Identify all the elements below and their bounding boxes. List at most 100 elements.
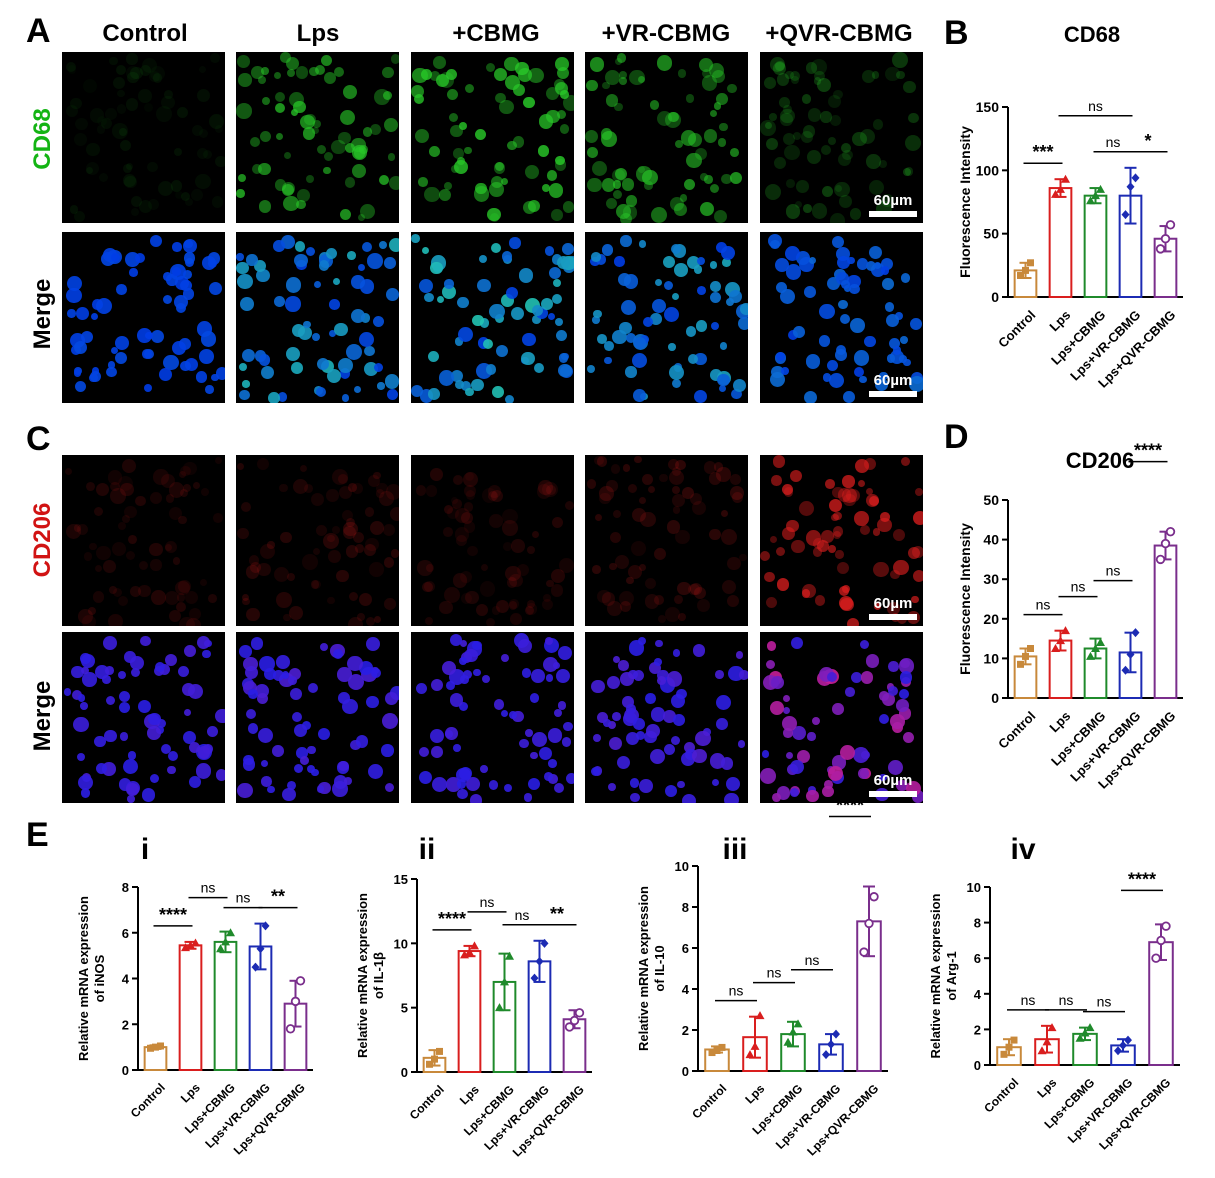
cell-blob: [463, 520, 476, 533]
cell-blob: [760, 120, 776, 136]
cell-blob: [908, 547, 921, 560]
cell-blob: [418, 771, 432, 785]
cell-blob: [803, 204, 812, 214]
cell-blob: [195, 173, 211, 190]
cell-blob: [130, 195, 143, 208]
cell-blob: [141, 788, 156, 802]
cell-blob: [512, 710, 525, 723]
cell-blob: [252, 164, 263, 175]
cell-blob: [311, 332, 320, 341]
y-axis-label: Relative mRNA expressionof iNOS: [76, 896, 107, 1061]
cell-blob: [117, 475, 134, 492]
x-category-label: Lps: [1046, 307, 1073, 334]
significance-label: ns: [515, 907, 530, 923]
cell-blob: [357, 613, 365, 621]
cell-blob: [480, 765, 488, 773]
cell-blob: [112, 541, 126, 556]
cell-blob: [454, 527, 470, 542]
cell-blob: [208, 281, 222, 295]
cell-blob: [799, 500, 815, 516]
cell-blob: [65, 523, 82, 540]
cell-blob: [903, 80, 916, 94]
cell-blob: [638, 496, 647, 505]
cell-blob: [129, 268, 138, 277]
cell-blob: [528, 777, 541, 790]
y-axis-label-line: of IL-10: [652, 945, 667, 991]
data-point: [1056, 636, 1065, 645]
cell-blob: [73, 210, 85, 222]
cell-blob: [196, 89, 210, 103]
cell-blob: [528, 67, 544, 84]
data-point: [822, 1050, 830, 1060]
cell-blob: [82, 672, 97, 687]
cell-blob: [424, 616, 434, 626]
cell-blob: [316, 144, 327, 154]
cell-blob: [782, 132, 796, 146]
cell-blob: [666, 520, 681, 534]
cell-blob: [642, 474, 654, 486]
cell-blob: [560, 90, 570, 100]
cell-blob: [715, 694, 731, 710]
cell-blob: [457, 788, 468, 800]
cell-blob: [237, 54, 251, 68]
cell-blob: [687, 353, 699, 365]
cell-blob: [912, 511, 923, 526]
cell-blob: [66, 287, 82, 303]
cell-blob: [198, 65, 207, 74]
cell-blob: [885, 66, 900, 82]
micrograph-r4-c2: [236, 632, 399, 803]
micrograph-r2-c3: [411, 232, 574, 403]
data-point: [1000, 1050, 1008, 1058]
cell-blob: [899, 355, 907, 363]
cell-blob: [183, 252, 196, 264]
cell-blob: [248, 689, 259, 700]
cell-blob: [428, 388, 440, 400]
cell-blob: [511, 539, 525, 553]
cell-blob: [879, 713, 890, 724]
cell-blob: [663, 280, 674, 291]
cell-blob: [541, 183, 551, 192]
cell-blob: [544, 637, 553, 646]
cell-blob: [129, 655, 145, 671]
cell-blob: [260, 130, 272, 142]
cell-blob: [309, 67, 319, 77]
cell-blob: [126, 53, 138, 65]
cell-blob: [345, 344, 362, 361]
cell-blob: [547, 312, 556, 321]
cell-blob: [671, 466, 682, 476]
cell-blob: [847, 257, 855, 265]
scale-bar: 60µm: [869, 772, 917, 797]
cell-blob: [379, 490, 394, 506]
cell-blob: [839, 585, 850, 596]
cell-blob: [264, 667, 277, 680]
cell-blob: [827, 94, 842, 109]
cell-blob: [430, 261, 443, 275]
data-point: [1061, 174, 1070, 183]
cell-blob: [596, 711, 608, 724]
cell-blob: [551, 516, 563, 528]
cell-blob: [639, 564, 647, 572]
cell-blob: [829, 373, 845, 389]
cell-blob: [110, 347, 118, 355]
cell-blob: [806, 789, 819, 803]
y-axis-label-line: Relative mRNA expression: [636, 886, 651, 1051]
cell-blob: [538, 145, 550, 157]
cell-blob: [103, 560, 117, 574]
cell-blob: [96, 763, 108, 775]
data-point: [1047, 1023, 1057, 1032]
cell-blob: [675, 459, 686, 471]
cell-blob: [369, 123, 381, 135]
cell-blob: [794, 200, 802, 208]
cell-blob: [307, 745, 316, 754]
cell-blob: [887, 602, 900, 615]
cell-blob: [165, 590, 180, 605]
cell-blob: [328, 550, 341, 563]
cell-blob: [257, 727, 274, 743]
cell-blob: [842, 475, 855, 488]
cell-blob: [851, 671, 863, 683]
cell-blob: [446, 88, 458, 100]
cell-blob: [106, 695, 116, 706]
cell-blob: [337, 667, 352, 682]
cell-blob: [291, 324, 305, 338]
cell-blob: [256, 268, 270, 283]
